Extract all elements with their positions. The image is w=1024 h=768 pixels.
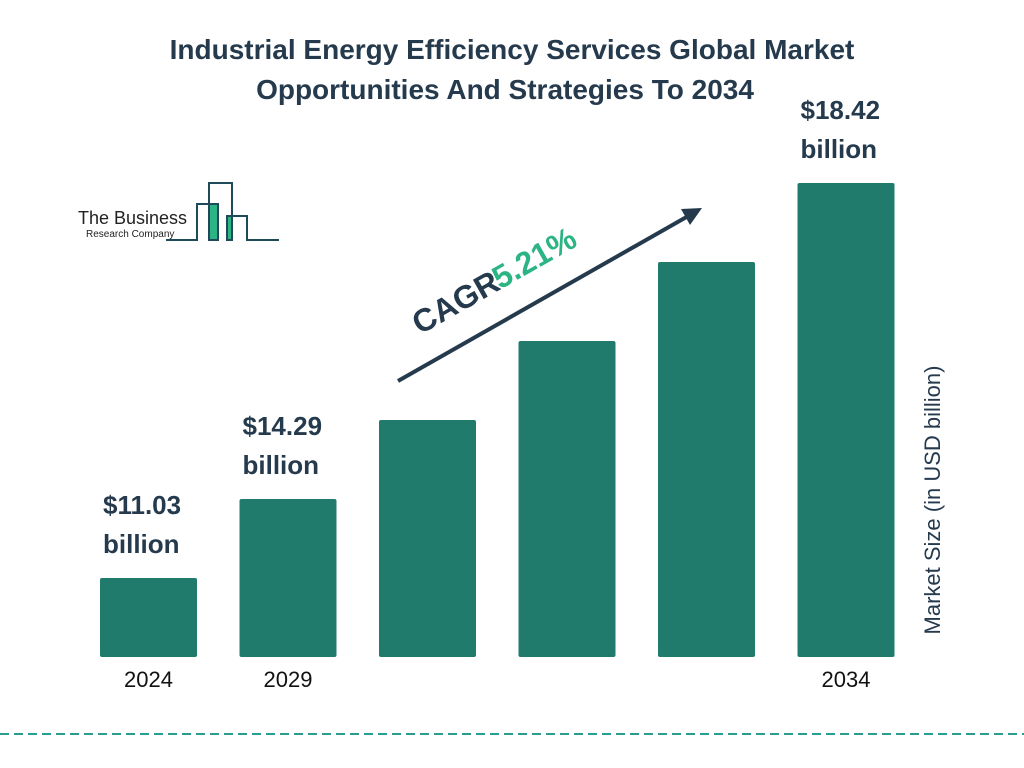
bar-1 — [239, 499, 337, 657]
data-label-line2: billion — [243, 450, 320, 480]
chart-title-line-1: Industrial Energy Efficiency Services Gl… — [170, 34, 855, 65]
chart-title-line-2: Opportunities And Strategies To 2034 — [256, 74, 754, 105]
trend-arrow — [397, 213, 691, 383]
x-axis-ticks: 2024 2029 2034 — [124, 667, 870, 692]
data-label-line1: $18.42 — [801, 95, 881, 125]
bar-3 — [518, 341, 616, 657]
data-label-line2: billion — [801, 134, 878, 164]
x-tick-label: 2029 — [264, 667, 313, 692]
bars — [100, 183, 895, 657]
bar-2 — [379, 420, 476, 657]
data-label-line1: $14.29 — [243, 411, 323, 441]
logo-text-line-2: Research Company — [86, 229, 174, 240]
bar-5 — [797, 183, 895, 657]
data-label-line2: billion — [103, 529, 180, 559]
logo-text-line-1: The Business — [78, 208, 187, 228]
data-label-line1: $11.03 — [103, 490, 181, 520]
y-axis-label: Market Size (in USD billion) — [920, 366, 945, 635]
data-labels: $11.03 billion $14.29 billion $18.42 billion — [103, 95, 880, 559]
x-tick-label: 2034 — [822, 667, 871, 692]
arrow-head-icon — [681, 208, 702, 225]
x-tick-label: 2024 — [124, 667, 173, 692]
bar-0 — [100, 578, 197, 657]
logo: The Business Research Company — [78, 182, 279, 241]
bar-4 — [658, 262, 755, 657]
